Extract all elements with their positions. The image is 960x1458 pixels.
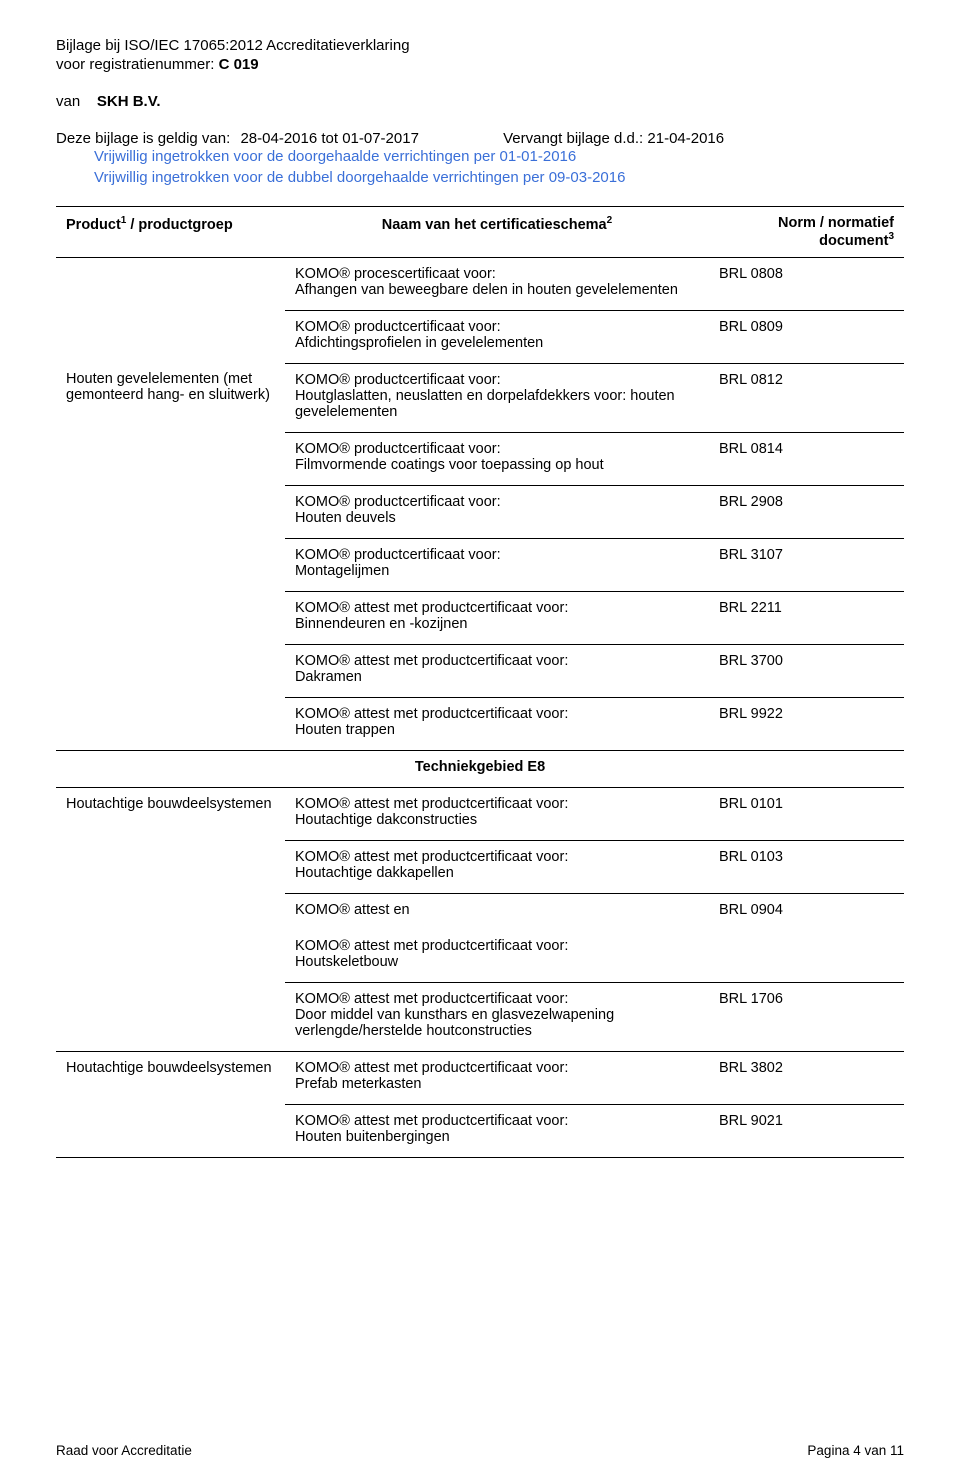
cell-norm: BRL 0101	[709, 787, 904, 840]
cell-norm: BRL 0809	[709, 310, 904, 363]
cell-schema: KOMO® attest met productcertificaat voor…	[285, 787, 709, 840]
cell-schema: KOMO® attest en	[285, 893, 709, 930]
table-row: KOMO® attest met productcertificaat voor…	[56, 591, 904, 644]
cell-schema: KOMO® attest met productcertificaat voor…	[285, 591, 709, 644]
cell-product	[56, 538, 285, 591]
cell-schema: KOMO® attest met productcertificaat voor…	[285, 840, 709, 893]
table-row: KOMO® attest en BRL 0904	[56, 893, 904, 930]
cell-norm: BRL 0812	[709, 363, 904, 432]
cell-schema: KOMO® productcertificaat voor:Houtglasla…	[285, 363, 709, 432]
cell-product	[56, 982, 285, 1051]
cell-norm: BRL 9021	[709, 1104, 904, 1157]
table-row: Houtachtige bouwdeelsystemen KOMO® attes…	[56, 1051, 904, 1104]
cell-product	[56, 310, 285, 363]
cell-norm: BRL 9922	[709, 697, 904, 750]
cell-norm: BRL 0904	[709, 893, 904, 930]
cell-norm: BRL 2211	[709, 591, 904, 644]
section-header-row: Techniekgebied E8	[56, 750, 904, 787]
cell-product	[56, 485, 285, 538]
cell-norm: BRL 0814	[709, 432, 904, 485]
header-line-1: Bijlage bij ISO/IEC 17065:2012 Accredita…	[56, 36, 904, 56]
table-row: KOMO® productcertificaat voor:Houten deu…	[56, 485, 904, 538]
table-header-row: Product1 / productgroep Naam van het cer…	[56, 206, 904, 257]
cell-product	[56, 893, 285, 930]
cell-norm: BRL 3107	[709, 538, 904, 591]
table-row: KOMO® productcertificaat voor:Montagelij…	[56, 538, 904, 591]
cell-product	[56, 1104, 285, 1157]
cell-product	[56, 840, 285, 893]
cell-schema: KOMO® productcertificaat voor:Houten deu…	[285, 485, 709, 538]
footer-right: Pagina 4 van 11	[807, 1443, 904, 1458]
cell-product: Houtachtige bouwdeelsystemen	[56, 787, 285, 840]
cell-product	[56, 644, 285, 697]
cell-norm: BRL 1706	[709, 982, 904, 1051]
footer-left: Raad voor Accreditatie	[56, 1443, 192, 1458]
cell-schema: KOMO® productcertificaat voor:Afdichting…	[285, 310, 709, 363]
cell-schema: KOMO® attest met productcertificaat voor…	[285, 697, 709, 750]
cell-norm: BRL 0103	[709, 840, 904, 893]
page: Bijlage bij ISO/IEC 17065:2012 Accredita…	[0, 0, 960, 1431]
cell-product	[56, 591, 285, 644]
col-1-header: Product1 / productgroep	[56, 206, 285, 257]
section-title: Techniekgebied E8	[56, 750, 904, 787]
cell-norm: BRL 3700	[709, 644, 904, 697]
cell-product	[56, 930, 285, 983]
cell-schema: KOMO® attest met productcertificaat voor…	[285, 644, 709, 697]
table-row: KOMO® attest met productcertificaat voor…	[56, 1104, 904, 1157]
header-line-2: voor registratienummer: C 019	[56, 56, 904, 73]
table-row: Houten gevelelementen (met gemonteerd ha…	[56, 363, 904, 432]
cell-norm: BRL 3802	[709, 1051, 904, 1104]
valid-prefix: Deze bijlage is geldig van:	[56, 130, 230, 147]
vervangt-prefix: Vervangt bijlage d.d.:	[503, 130, 643, 147]
cell-schema: KOMO® attest met productcertificaat voor…	[285, 1051, 709, 1104]
cell-schema: KOMO® productcertificaat voor:Montagelij…	[285, 538, 709, 591]
table-row: KOMO® attest met productcertificaat voor…	[56, 982, 904, 1051]
cell-product	[56, 257, 285, 310]
cell-schema: KOMO® attest met productcertificaat voor…	[285, 930, 709, 983]
reg-prefix: voor registratienummer:	[56, 56, 214, 73]
table-row: KOMO® procescertificaat voor:Afhangen va…	[56, 257, 904, 310]
table-row: KOMO® attest met productcertificaat voor…	[56, 644, 904, 697]
notice-line-1: Vrijwillig ingetrokken voor de doorgehaa…	[56, 147, 904, 167]
vervangt-date: 21-04-2016	[647, 130, 724, 147]
cell-schema: KOMO® procescertificaat voor:Afhangen va…	[285, 257, 709, 310]
validity-block: Deze bijlage is geldig van: 28-04-2016 t…	[56, 130, 904, 188]
vervangt: Vervangt bijlage d.d.: 21-04-2016	[503, 130, 724, 147]
cell-schema: KOMO® attest met productcertificaat voor…	[285, 982, 709, 1051]
van-label: van	[56, 93, 80, 110]
table-row: KOMO® attest met productcertificaat voor…	[56, 697, 904, 750]
cell-product	[56, 697, 285, 750]
validity-line: Deze bijlage is geldig van: 28-04-2016 t…	[56, 130, 904, 147]
cell-product: Houten gevelelementen (met gemonteerd ha…	[56, 363, 285, 432]
cell-schema: KOMO® attest met productcertificaat voor…	[285, 1104, 709, 1157]
cell-product	[56, 432, 285, 485]
valid-dates: 28-04-2016 tot 01-07-2017	[240, 130, 418, 147]
org-name: SKH B.V.	[97, 93, 161, 110]
cell-norm	[709, 930, 904, 983]
org-row: van SKH B.V.	[56, 93, 904, 110]
col-3-header: Norm / normatiefdocument3	[709, 206, 904, 257]
col-2-header: Naam van het certificatieschema2	[285, 206, 709, 257]
table-row: KOMO® attest met productcertificaat voor…	[56, 930, 904, 983]
notice-line-2: Vrijwillig ingetrokken voor de dubbel do…	[56, 168, 904, 188]
cell-norm: BRL 0808	[709, 257, 904, 310]
page-footer: Raad voor Accreditatie Pagina 4 van 11	[0, 1443, 960, 1458]
cell-schema: KOMO® productcertificaat voor:Filmvormen…	[285, 432, 709, 485]
table-row: KOMO® productcertificaat voor:Afdichting…	[56, 310, 904, 363]
main-table: Product1 / productgroep Naam van het cer…	[56, 206, 904, 1158]
table-row: Houtachtige bouwdeelsystemen KOMO® attes…	[56, 787, 904, 840]
table-row: KOMO® attest met productcertificaat voor…	[56, 840, 904, 893]
table-row: KOMO® productcertificaat voor:Filmvormen…	[56, 432, 904, 485]
reg-number: C 019	[219, 56, 259, 73]
cell-norm: BRL 2908	[709, 485, 904, 538]
cell-product: Houtachtige bouwdeelsystemen	[56, 1051, 285, 1104]
